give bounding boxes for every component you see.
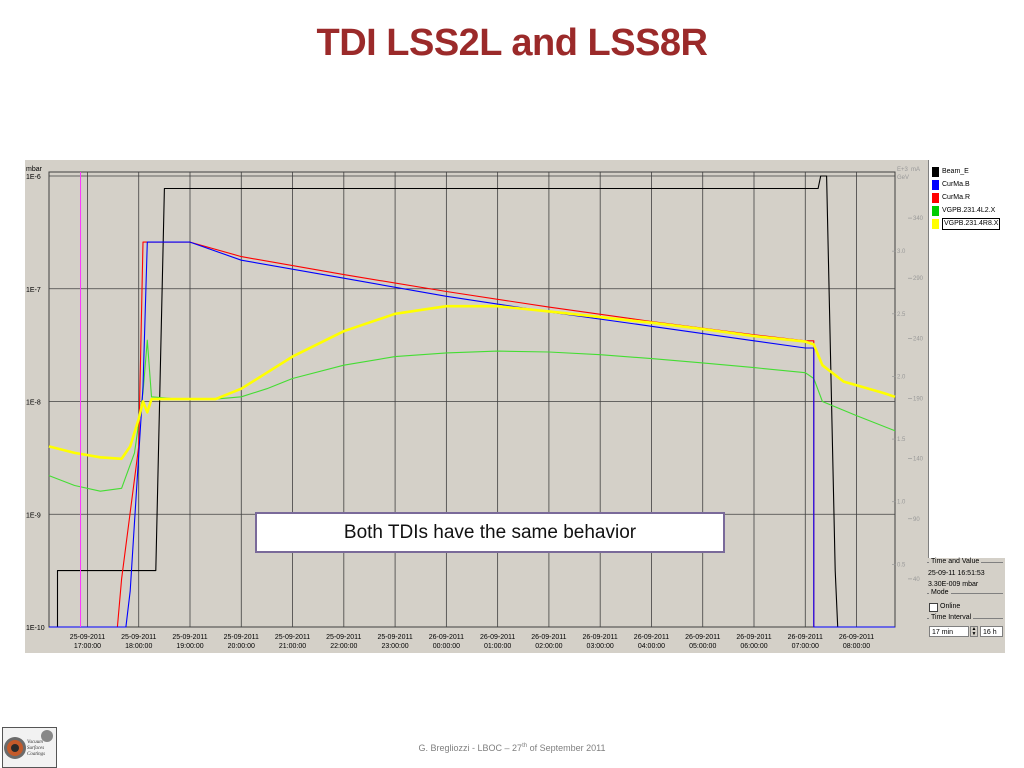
legend-item[interactable]: VGPB.231.4R8.X (932, 218, 1004, 230)
series-line-curma-r (49, 241, 895, 628)
time-value-title: Time and Value (929, 558, 982, 566)
x-tick-time: 23:00:00 (381, 643, 408, 650)
current-tick-label: 40 (913, 577, 920, 583)
x-tick-time: 05:00:00 (689, 643, 716, 650)
current-tick-label: 140 (913, 457, 924, 463)
legend-swatch (932, 193, 939, 203)
legend-swatch (932, 219, 939, 229)
current-tick-label: 240 (913, 336, 924, 342)
x-tick-date: 25-09-2011 (121, 634, 156, 641)
vsc-logo-icon (4, 730, 53, 759)
time-interval-title: Time Interval (929, 614, 974, 622)
x-tick-date: 26-09-2011 (583, 634, 618, 641)
legend-label: VGPB.231.4R8.X (942, 218, 1001, 230)
x-tick-date: 26-09-2011 (429, 634, 464, 641)
vsc-logo: Vacuum Surfaces Coatings (2, 727, 57, 768)
energy-axis-header: E+3 (897, 167, 909, 173)
x-tick-date: 26-09-2011 (839, 634, 874, 641)
y-tick-label: 1E-10 (26, 625, 45, 632)
current-tick-label: 190 (913, 396, 924, 402)
y-tick-label: 1E-6 (26, 174, 41, 181)
legend-label: VGPB.231.4L2.X (942, 207, 996, 214)
x-tick-time: 08:00:00 (843, 643, 870, 650)
x-tick-date: 26-09-2011 (634, 634, 669, 641)
legend-swatch (932, 206, 939, 216)
energy-tick-label: 2.5 (897, 312, 906, 318)
current-tick-label: 290 (913, 276, 924, 282)
x-tick-time: 03:00:00 (587, 643, 614, 650)
energy-axis-unit: GeV (897, 175, 909, 181)
callout-box: Both TDIs have the same behavior (255, 512, 725, 553)
series-line-vgpb-231-4r8-x (48, 304, 896, 461)
x-tick-time: 00:00:00 (433, 643, 460, 650)
energy-tick-label: 1.0 (897, 500, 906, 506)
series-line-beam-e (49, 175, 895, 628)
online-label: Online (940, 603, 961, 610)
x-tick-time: 19:00:00 (176, 643, 203, 650)
legend-label: Beam_E (942, 168, 969, 175)
x-tick-time: 02:00:00 (535, 643, 562, 650)
legend-item[interactable]: Beam_E (932, 166, 1004, 178)
current-tick-label: 90 (913, 517, 920, 523)
x-tick-time: 20:00:00 (228, 643, 255, 650)
slide-title: TDI LSS2L and LSS8R (316, 22, 708, 64)
slide-footer: G. Bregliozzi - LBOC – 27th of September… (418, 743, 606, 753)
y-tick-label: 1E-7 (26, 287, 41, 294)
current-tick-label: 340 (913, 216, 924, 222)
time-value-reading: 3.30E-009 mbar (928, 581, 979, 588)
legend-swatch (932, 180, 939, 190)
x-tick-date: 25-09-2011 (275, 634, 310, 641)
chart-series (48, 175, 896, 628)
energy-tick-label: 1.5 (897, 437, 906, 443)
x-tick-time: 22:00:00 (330, 643, 357, 650)
x-tick-time: 06:00:00 (740, 643, 767, 650)
legend-swatch (932, 167, 939, 177)
y-tick-label: 1E-8 (26, 400, 41, 407)
time-value-group: Time and Value 25-09-11 16:51:53 3.30E-0… (927, 558, 1003, 591)
interval-spinner-icon[interactable]: ▲ ▼ (970, 626, 978, 637)
series-line-curma-b (49, 241, 895, 628)
legend-item[interactable]: CurMa.R (932, 192, 1004, 204)
current-axis-header: mA (911, 167, 920, 173)
pressure-chart[interactable]: 25-09-2011 17:00:00 25-09-2011 18:00:00 25-0… (25, 160, 928, 653)
energy-tick-label: 2.0 (897, 374, 906, 380)
control-panel: Time and Value 25-09-11 16:51:53 3.30E-0… (926, 558, 1005, 653)
y-unit-label: mbar (26, 166, 43, 173)
mode-group: Mode Online (927, 589, 1003, 616)
x-tick-time: 04:00:00 (638, 643, 665, 650)
chart-axes: 25-09-2011 17:00:00 25-09-2011 18:00:00 25-0… (26, 166, 924, 650)
x-tick-date: 25-09-2011 (224, 634, 259, 641)
x-tick-date: 25-09-2011 (377, 634, 412, 641)
x-tick-time: 21:00:00 (279, 643, 306, 650)
time-interval-group: Time Interval 17 min ▲ ▼ 16 h (927, 614, 1003, 649)
legend-label: CurMa.B (942, 181, 970, 188)
time-value-date: 25-09-11 16:51:53 (928, 570, 985, 577)
x-tick-time: 07:00:00 (792, 643, 819, 650)
logo-text: Vacuum Surfaces Coatings (27, 740, 46, 757)
online-checkbox[interactable] (929, 603, 938, 612)
x-tick-time: 01:00:00 (484, 643, 511, 650)
x-tick-date: 26-09-2011 (788, 634, 823, 641)
x-tick-date: 26-09-2011 (685, 634, 720, 641)
x-tick-date: 26-09-2011 (531, 634, 566, 641)
x-tick-time: 17:00:00 (74, 643, 101, 650)
x-tick-time: 18:00:00 (125, 643, 152, 650)
x-tick-date: 26-09-2011 (480, 634, 515, 641)
y-tick-label: 1E-9 (26, 512, 41, 519)
legend-panel: Beam_E CurMa.B CurMa.R VGPB.231.4L2.X VGPB.2… (928, 160, 1005, 558)
interval-value-field[interactable]: 17 min (929, 626, 969, 637)
legend-label: CurMa.R (942, 194, 971, 201)
series-line-vgpb-231-4l2-x (48, 339, 896, 492)
x-tick-date: 25-09-2011 (172, 634, 207, 641)
energy-tick-label: 3.0 (897, 249, 906, 255)
x-tick-date: 26-09-2011 (736, 634, 771, 641)
x-tick-date: 25-09-2011 (326, 634, 361, 641)
legend-item[interactable]: VGPB.231.4L2.X (932, 205, 1004, 217)
legend-item[interactable]: CurMa.B (932, 179, 1004, 191)
timber-chart-window: 25-09-2011 17:00:00 25-09-2011 18:00:00 25-0… (25, 160, 1005, 653)
energy-tick-label: 0.5 (897, 562, 906, 568)
interval-right-field[interactable]: 16 h (980, 626, 1003, 637)
mode-title: Mode (929, 589, 951, 597)
x-tick-date: 25-09-2011 (70, 634, 105, 641)
